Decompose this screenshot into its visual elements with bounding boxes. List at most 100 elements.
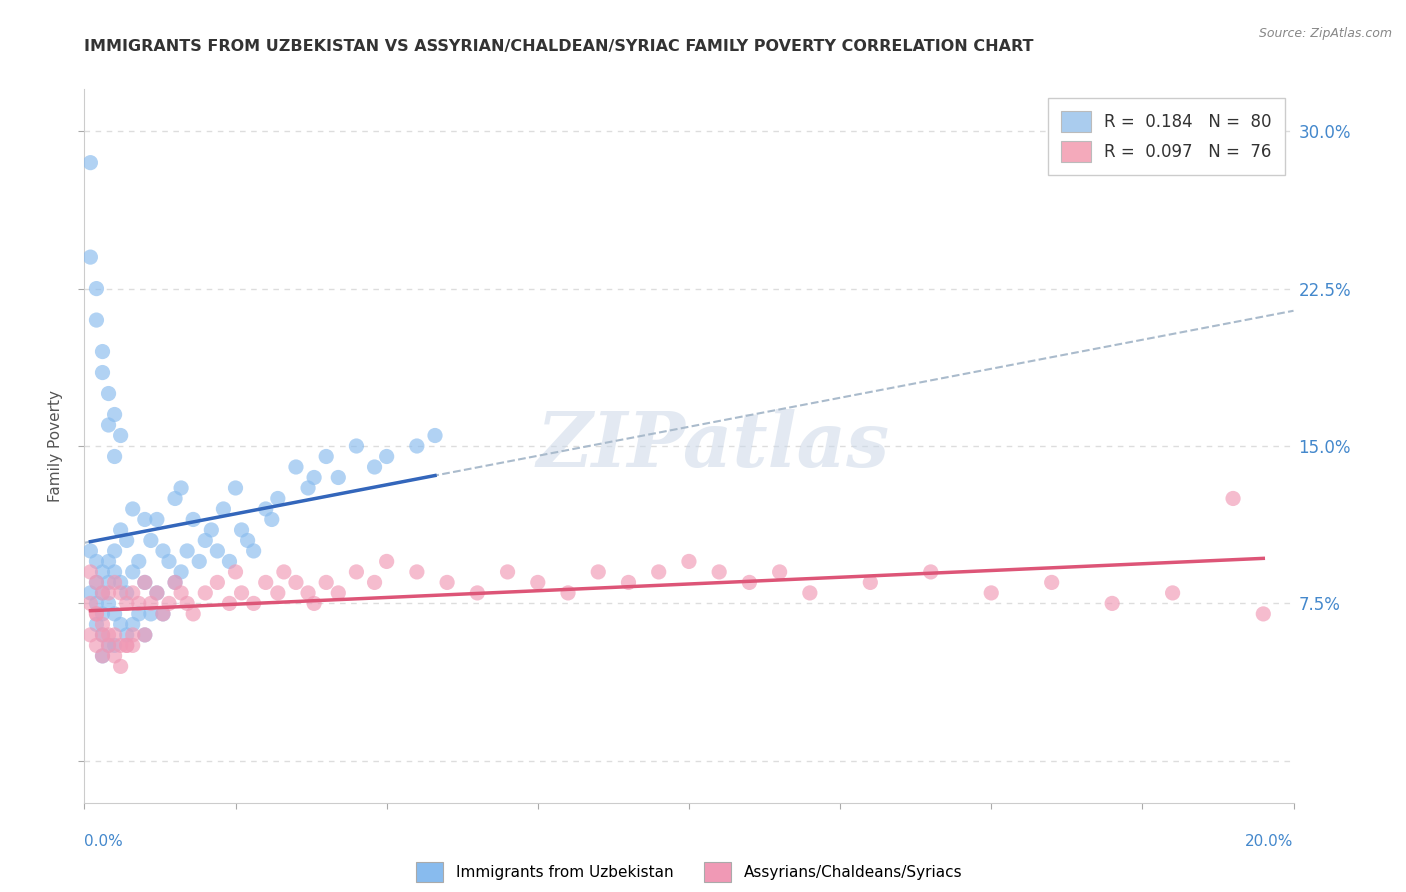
Point — [260, 512, 283, 526]
Point — [1253, 607, 1275, 621]
Point — [79, 250, 101, 264]
Point — [91, 617, 114, 632]
Point — [194, 533, 217, 548]
Point — [79, 155, 101, 169]
Point — [91, 628, 114, 642]
Point — [97, 386, 120, 401]
Point — [267, 586, 290, 600]
Point — [104, 575, 127, 590]
Text: 20.0%: 20.0% — [1246, 834, 1294, 849]
Point — [139, 533, 162, 548]
Point — [225, 481, 247, 495]
Point — [104, 639, 127, 653]
Point — [165, 491, 187, 506]
Point — [97, 554, 120, 568]
Point — [678, 554, 700, 568]
Point — [375, 554, 398, 568]
Point — [104, 408, 127, 422]
Point — [588, 565, 610, 579]
Point — [297, 586, 319, 600]
Point — [91, 607, 114, 621]
Point — [139, 596, 162, 610]
Point — [139, 607, 162, 621]
Point — [104, 565, 127, 579]
Point — [134, 575, 156, 590]
Point — [285, 575, 308, 590]
Point — [181, 512, 204, 526]
Point — [231, 523, 253, 537]
Point — [91, 586, 114, 600]
Text: IMMIGRANTS FROM UZBEKISTAN VS ASSYRIAN/CHALDEAN/SYRIAC FAMILY POVERTY CORRELATIO: IMMIGRANTS FROM UZBEKISTAN VS ASSYRIAN/C… — [84, 38, 1033, 54]
Point — [980, 586, 1002, 600]
Point — [527, 575, 550, 590]
Point — [165, 575, 187, 590]
Point — [212, 502, 235, 516]
Point — [91, 366, 114, 380]
Point — [91, 565, 114, 579]
Point — [218, 554, 240, 568]
Point — [121, 502, 143, 516]
Point — [104, 628, 127, 642]
Point — [496, 565, 519, 579]
Point — [157, 596, 180, 610]
Point — [110, 575, 132, 590]
Point — [363, 575, 385, 590]
Point — [648, 565, 671, 579]
Point — [134, 512, 156, 526]
Point — [406, 565, 429, 579]
Y-axis label: Family Poverty: Family Poverty — [48, 390, 63, 502]
Point — [115, 596, 138, 610]
Point — [328, 470, 350, 484]
Point — [121, 628, 143, 642]
Point — [79, 628, 101, 642]
Point — [97, 639, 120, 653]
Point — [218, 596, 240, 610]
Point — [152, 607, 174, 621]
Point — [1161, 586, 1184, 600]
Point — [134, 575, 156, 590]
Point — [121, 639, 143, 653]
Point — [406, 439, 429, 453]
Point — [91, 628, 114, 642]
Point — [242, 596, 264, 610]
Point — [315, 450, 337, 464]
Point — [115, 639, 138, 653]
Point — [86, 607, 108, 621]
Point — [273, 565, 295, 579]
Point — [91, 344, 114, 359]
Point — [97, 628, 120, 642]
Point — [86, 282, 108, 296]
Point — [157, 554, 180, 568]
Point — [302, 470, 325, 484]
Point — [121, 586, 143, 600]
Point — [363, 460, 385, 475]
Point — [1101, 596, 1123, 610]
Point — [315, 575, 337, 590]
Point — [709, 565, 731, 579]
Point — [79, 565, 101, 579]
Point — [346, 439, 368, 453]
Point — [128, 607, 150, 621]
Point — [859, 575, 882, 590]
Point — [97, 596, 120, 610]
Point — [920, 565, 942, 579]
Point — [104, 648, 127, 663]
Point — [115, 628, 138, 642]
Point — [231, 586, 253, 600]
Point — [225, 565, 247, 579]
Point — [738, 575, 761, 590]
Point — [86, 607, 108, 621]
Point — [557, 586, 579, 600]
Point — [146, 586, 169, 600]
Point — [207, 544, 229, 558]
Text: Source: ZipAtlas.com: Source: ZipAtlas.com — [1258, 27, 1392, 40]
Point — [121, 565, 143, 579]
Point — [79, 544, 101, 558]
Point — [617, 575, 640, 590]
Point — [176, 596, 198, 610]
Point — [423, 428, 446, 442]
Point — [86, 639, 108, 653]
Point — [79, 596, 101, 610]
Point — [86, 575, 108, 590]
Point — [97, 639, 120, 653]
